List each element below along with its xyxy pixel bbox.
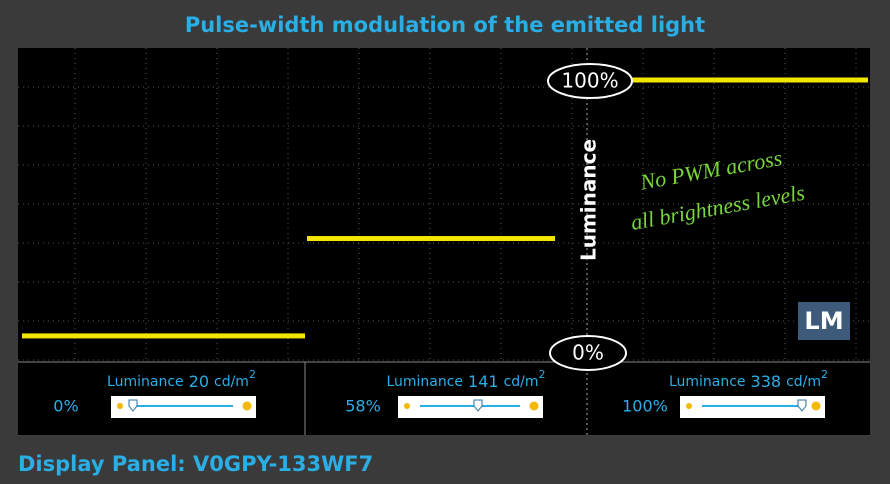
luminance-part: 20 [189, 372, 209, 391]
slider-knob [473, 399, 483, 412]
sun-large [811, 401, 821, 411]
trace [632, 77, 868, 83]
luminance-part: cd/m [214, 374, 249, 390]
slider-knob [128, 399, 138, 412]
label-ellipse [547, 63, 633, 99]
label-ellipse [549, 335, 627, 371]
brightness-label: 58% [345, 397, 381, 416]
scope-screen [18, 48, 870, 435]
axis-top-label: 100% [561, 69, 618, 93]
luminance-part: 141 [468, 372, 499, 391]
luminance-part: cd/m [786, 374, 821, 390]
sun-large [529, 401, 539, 411]
luminance-label: Luminance 141 cd/m2 [386, 368, 545, 391]
panels: Luminance 20 cd/m20%Luminance 141 cd/m258%Lu… [53, 368, 828, 418]
unit-sup: 2 [821, 368, 828, 381]
footer: Display Panel: V0GPY-133WF7 [18, 452, 373, 476]
brightness-label: 0% [53, 397, 78, 416]
sun-small [404, 403, 410, 409]
logo: LM [804, 307, 843, 335]
logo-box [798, 302, 850, 340]
luminance-part: Luminance [386, 374, 463, 390]
trace [22, 333, 305, 339]
grid [18, 48, 870, 362]
sun-large [242, 401, 252, 411]
axis-name: Luminance [577, 139, 601, 261]
sun-small [686, 403, 692, 409]
unit-sup: 2 [539, 368, 546, 381]
slider-knob [797, 399, 807, 412]
axis-bottom-label: 0% [572, 341, 604, 365]
trace [307, 236, 555, 242]
luminance-part: Luminance [669, 374, 746, 390]
luminance-part: cd/m [504, 374, 539, 390]
luminance-part: 338 [751, 372, 782, 391]
unit-sup: 2 [249, 368, 256, 381]
luminance-label: Luminance 20 cd/m2 [107, 368, 256, 391]
brightness-label: 100% [622, 397, 668, 416]
luminance-label: Luminance 338 cd/m2 [669, 368, 828, 391]
traces [22, 77, 868, 339]
sun-small [117, 403, 123, 409]
luminance-part: Luminance [107, 374, 184, 390]
title: Pulse-width modulation of the emitted li… [185, 13, 705, 37]
